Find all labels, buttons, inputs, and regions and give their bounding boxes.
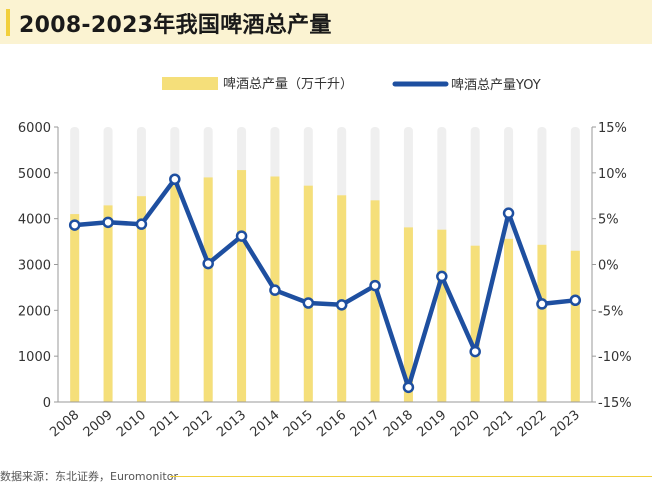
y-left-tick-label: 0 — [43, 396, 51, 411]
legend-bar-swatch — [162, 77, 218, 90]
y-left-tick-label: 3000 — [18, 259, 51, 274]
bar — [370, 200, 380, 402]
x-tick-label: 2012 — [181, 408, 216, 441]
yoy-point — [302, 297, 315, 309]
bar — [537, 244, 547, 402]
y-right-tick-label: -5% — [598, 304, 623, 319]
x-tick-label: 2014 — [248, 408, 283, 441]
x-tick-label: 2010 — [114, 408, 149, 441]
yoy-point — [335, 299, 348, 311]
x-tick-label: 2011 — [147, 408, 182, 441]
x-tick-label: 2018 — [381, 408, 416, 441]
y-right-tick-label: 15% — [598, 121, 627, 136]
y-left-tick-label: 1000 — [18, 350, 51, 365]
title-accent-bar — [6, 9, 10, 36]
yoy-point — [68, 219, 81, 231]
yoy-point — [202, 257, 214, 270]
x-tick-label: 2009 — [81, 408, 116, 441]
y-right-tick-label: 10% — [598, 167, 627, 182]
x-tick-label: 2019 — [414, 408, 449, 441]
bar — [136, 196, 146, 402]
x-tick-label: 2016 — [314, 408, 349, 441]
x-tick-label: 2013 — [214, 408, 249, 441]
yoy-line — [74, 176, 576, 390]
x-tick-label: 2023 — [548, 408, 583, 441]
yoy-point — [135, 218, 148, 230]
yoy-point — [369, 279, 381, 292]
y-left-tick-label: 6000 — [18, 121, 51, 136]
bar — [170, 177, 180, 402]
y-right-tick-label: -15% — [598, 396, 632, 411]
bar — [403, 227, 413, 402]
chart-area: 0 1000 2000 3000 4000 5000 6000 -15% -10% -5% 0% 5%… — [18, 77, 632, 441]
x-tick-label: 2015 — [281, 408, 316, 441]
bar — [303, 185, 313, 402]
y-right-tick-label: 5% — [598, 213, 619, 228]
bar — [570, 250, 580, 402]
yoy-point — [269, 284, 281, 296]
yoy-point — [169, 173, 181, 185]
chart-title: 2008-2023年我国啤酒总产量 — [19, 13, 332, 38]
bar — [437, 229, 447, 402]
y-right-tick-label: -10% — [598, 350, 632, 365]
y-left-tick-label: 5000 — [18, 167, 51, 182]
bar — [70, 214, 80, 402]
x-tick-label: 2017 — [348, 408, 383, 441]
x-tick-label: 2022 — [515, 408, 550, 441]
x-tick-label: 2021 — [481, 408, 516, 441]
bar — [103, 205, 113, 402]
bar — [203, 177, 213, 402]
x-tick-label: 2020 — [448, 408, 483, 441]
y-left-tick-label: 2000 — [18, 304, 51, 319]
yoy-point — [536, 298, 548, 310]
bar — [470, 245, 480, 402]
yoy-point — [569, 294, 582, 306]
y-left-tick-label: 4000 — [18, 213, 51, 228]
bar — [504, 238, 514, 402]
source-divider — [170, 476, 652, 477]
yoy-point — [502, 207, 515, 219]
bar — [237, 170, 247, 402]
yoy-point — [235, 230, 248, 242]
y-right-tick-label: 0% — [598, 259, 619, 274]
source-note: 数据来源：东北证券，Euromonitor — [0, 470, 178, 483]
x-tick-label: 2008 — [47, 408, 82, 441]
yoy-point — [469, 345, 481, 358]
legend-line-label: 啤酒总产量YOY — [451, 78, 541, 93]
yoy-point — [102, 216, 114, 229]
yoy-point — [436, 270, 448, 283]
title-bar: 2008-2023年我国啤酒总产量 — [0, 0, 652, 44]
yoy-point — [402, 381, 415, 394]
legend-bar-label: 啤酒总产量（万千升） — [223, 77, 353, 92]
bar — [337, 195, 347, 402]
